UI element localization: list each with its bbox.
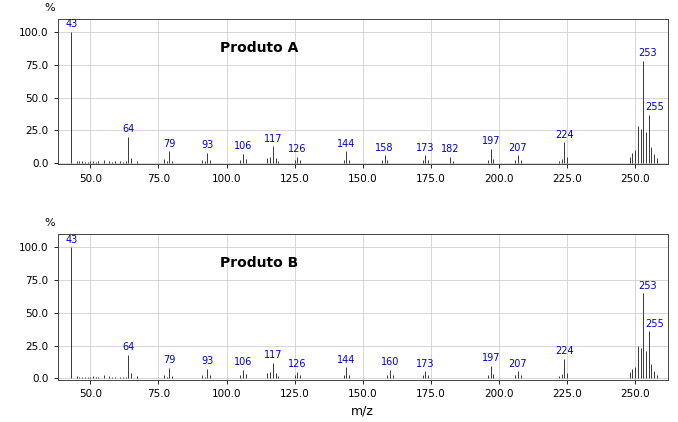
Text: 93: 93 <box>201 140 214 150</box>
Text: 144: 144 <box>337 355 355 365</box>
Text: 224: 224 <box>555 346 574 356</box>
Text: 253: 253 <box>638 48 657 58</box>
Text: 93: 93 <box>201 356 214 366</box>
Text: 207: 207 <box>508 143 527 153</box>
Text: %: % <box>44 3 54 13</box>
Text: 43: 43 <box>65 19 77 30</box>
Text: 255: 255 <box>645 319 664 329</box>
Text: Produto B: Produto B <box>220 257 298 271</box>
Text: 207: 207 <box>508 359 527 369</box>
Text: 224: 224 <box>555 130 574 140</box>
Text: Produto A: Produto A <box>220 41 298 55</box>
Text: 173: 173 <box>416 143 435 153</box>
Text: 126: 126 <box>288 359 306 369</box>
Text: 160: 160 <box>381 357 399 367</box>
Text: 106: 106 <box>234 141 252 151</box>
Text: 43: 43 <box>65 235 77 245</box>
Text: 144: 144 <box>337 139 355 149</box>
Text: %: % <box>44 219 54 228</box>
Text: 117: 117 <box>264 350 282 360</box>
Text: 106: 106 <box>234 357 252 367</box>
Text: 255: 255 <box>645 102 664 112</box>
Text: 79: 79 <box>163 355 176 365</box>
Text: 158: 158 <box>375 143 394 153</box>
Text: 64: 64 <box>122 342 134 352</box>
Text: 173: 173 <box>416 359 435 369</box>
Text: 126: 126 <box>288 144 306 154</box>
Text: 182: 182 <box>441 144 459 154</box>
Text: 64: 64 <box>122 124 134 134</box>
Text: 197: 197 <box>481 136 500 146</box>
Text: 117: 117 <box>264 133 282 143</box>
Text: 253: 253 <box>638 281 657 291</box>
Text: 197: 197 <box>481 353 500 363</box>
Text: 79: 79 <box>163 139 176 149</box>
X-axis label: m/z: m/z <box>351 404 374 417</box>
